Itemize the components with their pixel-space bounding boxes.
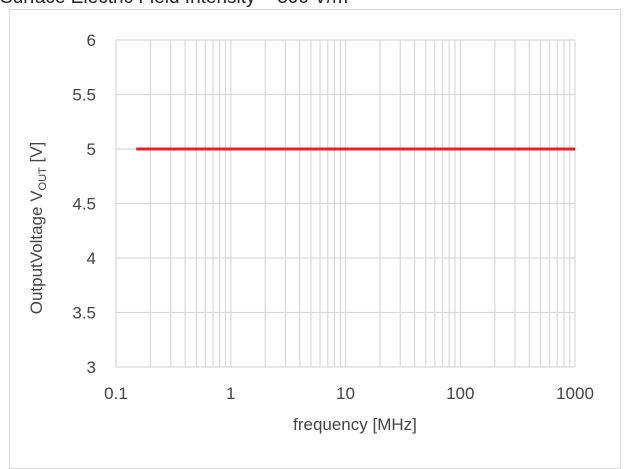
y-tick-label: 3.5 [72,304,96,323]
x-tick-labels: 0.1 1 10 100 1000 [104,384,594,403]
y-axis-label-sub: OUT [37,167,49,191]
x-tick-label: 100 [446,384,474,403]
chart-title: Surface Electric Field Intensity = 300 V… [0,0,348,9]
y-axis-label: OutputVoltage VOUT [V] [27,142,49,315]
x-axis-label: frequency [MHz] [293,415,417,434]
y-tick-labels: 3 3.5 4 4.5 5 5.5 6 [72,31,96,377]
y-tick-label: 4 [87,249,96,268]
x-tick-label: 1 [226,384,235,403]
y-tick-label: 6 [87,31,96,50]
y-tick-label: 3 [87,358,96,377]
x-tick-label: 0.1 [104,384,128,403]
y-tick-label: 4.5 [72,195,96,214]
y-tick-label: 5.5 [72,86,96,105]
x-tick-label: 1000 [556,384,594,403]
x-tick-label: 10 [336,384,355,403]
y-tick-label: 5 [87,140,96,159]
y-axis-label-main: OutputVoltage V [27,190,46,314]
y-axis-label-unit: [V] [27,142,46,168]
grid [115,39,576,368]
